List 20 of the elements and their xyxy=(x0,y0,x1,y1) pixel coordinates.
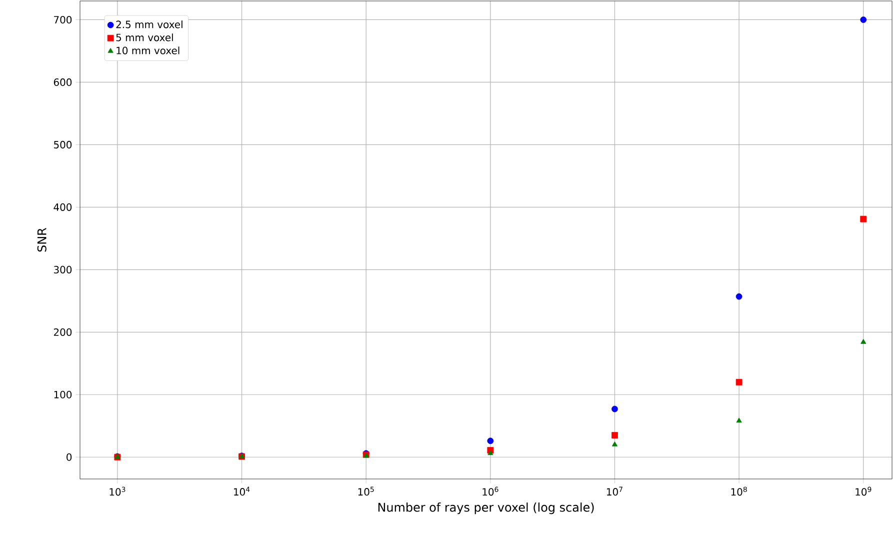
y-axis-title: SNR xyxy=(37,228,46,252)
y-tick-label: 100 xyxy=(54,390,72,398)
legend-label: 5 mm voxel xyxy=(116,34,173,42)
y-tick-label: 700 xyxy=(54,16,72,24)
x-axis-title: Number of rays per voxel (log scale) xyxy=(378,502,594,514)
y-tick-label: 500 xyxy=(54,140,72,148)
legend-label: 2.5 mm voxel xyxy=(116,20,182,28)
legend-label: 10 mm voxel xyxy=(116,46,180,54)
y-tick-label: 200 xyxy=(54,328,72,336)
y-tick-label: 400 xyxy=(54,203,72,211)
x-tick-label: 10$^{4}$ xyxy=(234,486,250,496)
x-tick-label: 10$^{8}$ xyxy=(731,486,747,496)
y-tick-label: 0 xyxy=(66,453,72,461)
y-tick-label: 300 xyxy=(54,266,72,274)
x-tick-label: 10$^{6}$ xyxy=(482,486,498,496)
x-tick-label: 10$^{7}$ xyxy=(607,486,622,496)
x-tick-label: 10$^{5}$ xyxy=(358,486,374,496)
x-tick-label: 10$^{3}$ xyxy=(110,486,126,496)
x-tick-label: 10$^{9}$ xyxy=(856,486,872,496)
y-tick-label: 600 xyxy=(54,78,72,86)
